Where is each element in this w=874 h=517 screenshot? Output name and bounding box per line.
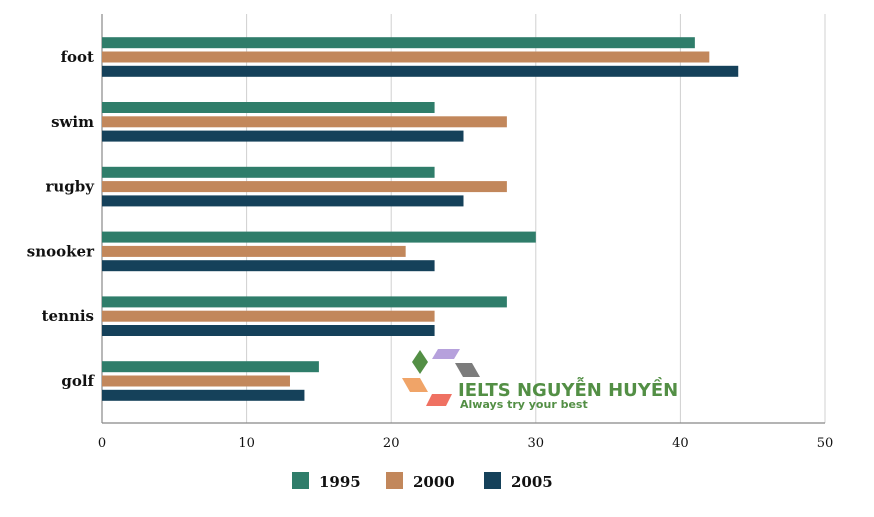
bar-1995-tennis [102, 296, 507, 308]
bar-2005-foot [102, 65, 739, 77]
bar-2000-golf [102, 375, 290, 387]
legend-label-1995: 1995 [319, 473, 361, 491]
bar-1995-rugby [102, 166, 435, 178]
legend-swatch-2005 [484, 472, 501, 489]
legend-swatch-1995 [292, 472, 309, 489]
bar-1995-swim [102, 102, 435, 113]
bar-2000-snooker [102, 245, 406, 257]
watermark-title: IELTS NGUYỄN HUYỀN [458, 376, 678, 401]
bar-1995-foot [102, 37, 695, 49]
x-tick-label: 0 [98, 436, 106, 451]
watermark-slogan: Always try your best [460, 398, 588, 411]
category-label: golf [61, 372, 95, 390]
bar-2005-snooker [102, 260, 435, 272]
category-label: rugby [45, 178, 95, 196]
bar-2005-golf [102, 389, 305, 401]
bar-2005-swim [102, 130, 464, 142]
x-tick-label: 40 [672, 436, 689, 451]
legend-label-2005: 2005 [511, 473, 553, 491]
legend-swatch-2000 [386, 472, 403, 489]
bar-2000-foot [102, 51, 710, 63]
category-label: snooker [27, 242, 95, 260]
category-label: tennis [42, 307, 94, 325]
watermark-logo: IELTS NGUYỄN HUYỀN Always try your best [402, 349, 678, 411]
bar-2005-rugby [102, 195, 464, 207]
bar-1995-snooker [102, 231, 536, 243]
legend-label-2000: 2000 [413, 473, 455, 491]
category-label: foot [61, 48, 94, 66]
x-tick-label: 20 [383, 436, 400, 451]
x-tick-label: 50 [817, 436, 834, 451]
bar-2000-rugby [102, 181, 507, 193]
bar-2000-swim [102, 116, 507, 128]
x-tick-label: 10 [238, 436, 255, 451]
bar-2000-tennis [102, 310, 435, 322]
bar-1995-golf [102, 361, 319, 373]
category-label: swim [51, 113, 94, 131]
x-tick-label: 30 [528, 436, 545, 451]
bar-2005-tennis [102, 325, 435, 336]
